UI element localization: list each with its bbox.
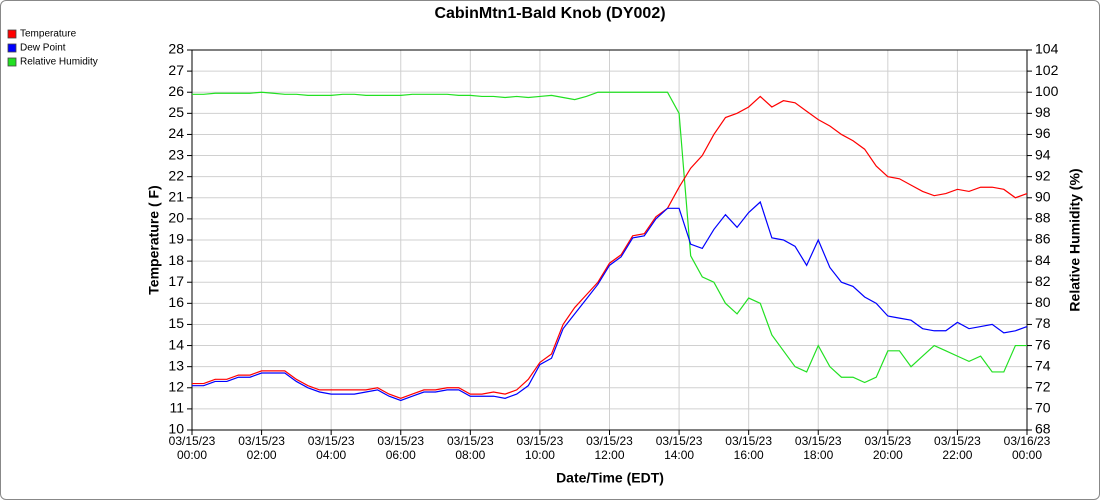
y2-tick-label: 72 bbox=[1035, 378, 1051, 394]
y2-tick-label: 74 bbox=[1035, 357, 1051, 373]
data-line bbox=[192, 91, 1027, 384]
y-tick-label: 18 bbox=[168, 252, 184, 268]
y2-tick-label: 102 bbox=[1035, 62, 1059, 78]
y2-tick-label: 70 bbox=[1035, 400, 1051, 416]
y2-tick-label: 84 bbox=[1035, 252, 1051, 268]
plot-border bbox=[191, 49, 1028, 431]
y2-tick-label: 92 bbox=[1035, 167, 1051, 183]
y-tick-label: 26 bbox=[168, 83, 184, 99]
x-tick-label: 03/15/23 16:00 bbox=[725, 434, 773, 462]
legend-swatch bbox=[7, 29, 17, 39]
y-tick-label: 25 bbox=[168, 104, 184, 120]
y2-tick-label: 98 bbox=[1035, 104, 1051, 120]
y-tick-label: 10 bbox=[168, 421, 184, 437]
x-tick-label: 03/15/23 10:00 bbox=[516, 434, 564, 462]
y-tick-label: 12 bbox=[168, 378, 184, 394]
x-tick-label: 03/15/23 12:00 bbox=[586, 434, 633, 462]
y-tick-label: 27 bbox=[168, 62, 184, 78]
y-tick-label: 14 bbox=[168, 336, 184, 352]
y2-tick-label: 68 bbox=[1035, 421, 1051, 437]
x-tick-label: 03/15/23 06:00 bbox=[377, 434, 425, 462]
y2-tick-label: 90 bbox=[1035, 188, 1051, 204]
x-tick-label: 03/15/23 00:00 bbox=[168, 434, 216, 462]
data-line bbox=[192, 200, 1028, 402]
legend-swatch bbox=[7, 43, 17, 53]
y-tick-label: 11 bbox=[169, 400, 184, 416]
y2-tick-label: 78 bbox=[1035, 315, 1051, 331]
y-tick-label: 22 bbox=[168, 167, 184, 183]
y-axis-label: Temperature ( F) bbox=[146, 185, 162, 294]
y-tick-label: 16 bbox=[168, 294, 184, 310]
x-tick-label: 03/16/23 00:00 bbox=[1003, 434, 1051, 462]
y-tick-label: 21 bbox=[168, 188, 184, 204]
y2-tick-label: 82 bbox=[1035, 273, 1051, 289]
legend-label: Temperature bbox=[20, 29, 77, 40]
x-tick-label: 03/15/23 18:00 bbox=[794, 434, 842, 462]
legend-swatch bbox=[7, 57, 17, 67]
y2-axis-label: Relative Humidity (%) bbox=[1067, 168, 1083, 311]
y-tick-label: 15 bbox=[168, 315, 184, 331]
y2-tick-label: 88 bbox=[1035, 210, 1051, 226]
y-tick-label: 24 bbox=[168, 125, 184, 141]
x-tick-label: 03/15/23 20:00 bbox=[864, 434, 912, 462]
chart-title: CabinMtn1-Bald Knob (DY002) bbox=[434, 5, 665, 22]
x-tick-label: 03/15/23 08:00 bbox=[446, 434, 494, 462]
x-axis-label: Date/Time (EDT) bbox=[556, 470, 664, 486]
y-tick-label: 19 bbox=[168, 231, 184, 247]
y2-tick-label: 100 bbox=[1035, 83, 1059, 99]
legend-label: Relative Humidity bbox=[20, 57, 98, 68]
y2-tick-label: 96 bbox=[1035, 125, 1051, 141]
y-tick-label: 13 bbox=[168, 357, 184, 373]
y-tick-label: 28 bbox=[168, 41, 184, 57]
y2-tick-label: 104 bbox=[1035, 41, 1059, 57]
y2-tick-label: 80 bbox=[1035, 294, 1051, 310]
data-line bbox=[192, 95, 1028, 399]
y2-tick-label: 76 bbox=[1035, 336, 1051, 352]
x-tick-label: 03/15/23 22:00 bbox=[934, 434, 981, 462]
y-tick-label: 20 bbox=[168, 210, 184, 226]
y-tick-label: 17 bbox=[168, 273, 184, 289]
x-tick-label: 03/15/23 02:00 bbox=[238, 434, 285, 462]
x-tick-label: 03/15/23 14:00 bbox=[655, 434, 703, 462]
y-tick-label: 23 bbox=[168, 146, 184, 162]
y2-tick-label: 94 bbox=[1035, 146, 1051, 162]
legend-label: Dew Point bbox=[20, 43, 66, 54]
x-tick-label: 03/15/23 04:00 bbox=[307, 434, 355, 462]
y2-tick-label: 86 bbox=[1035, 231, 1051, 247]
